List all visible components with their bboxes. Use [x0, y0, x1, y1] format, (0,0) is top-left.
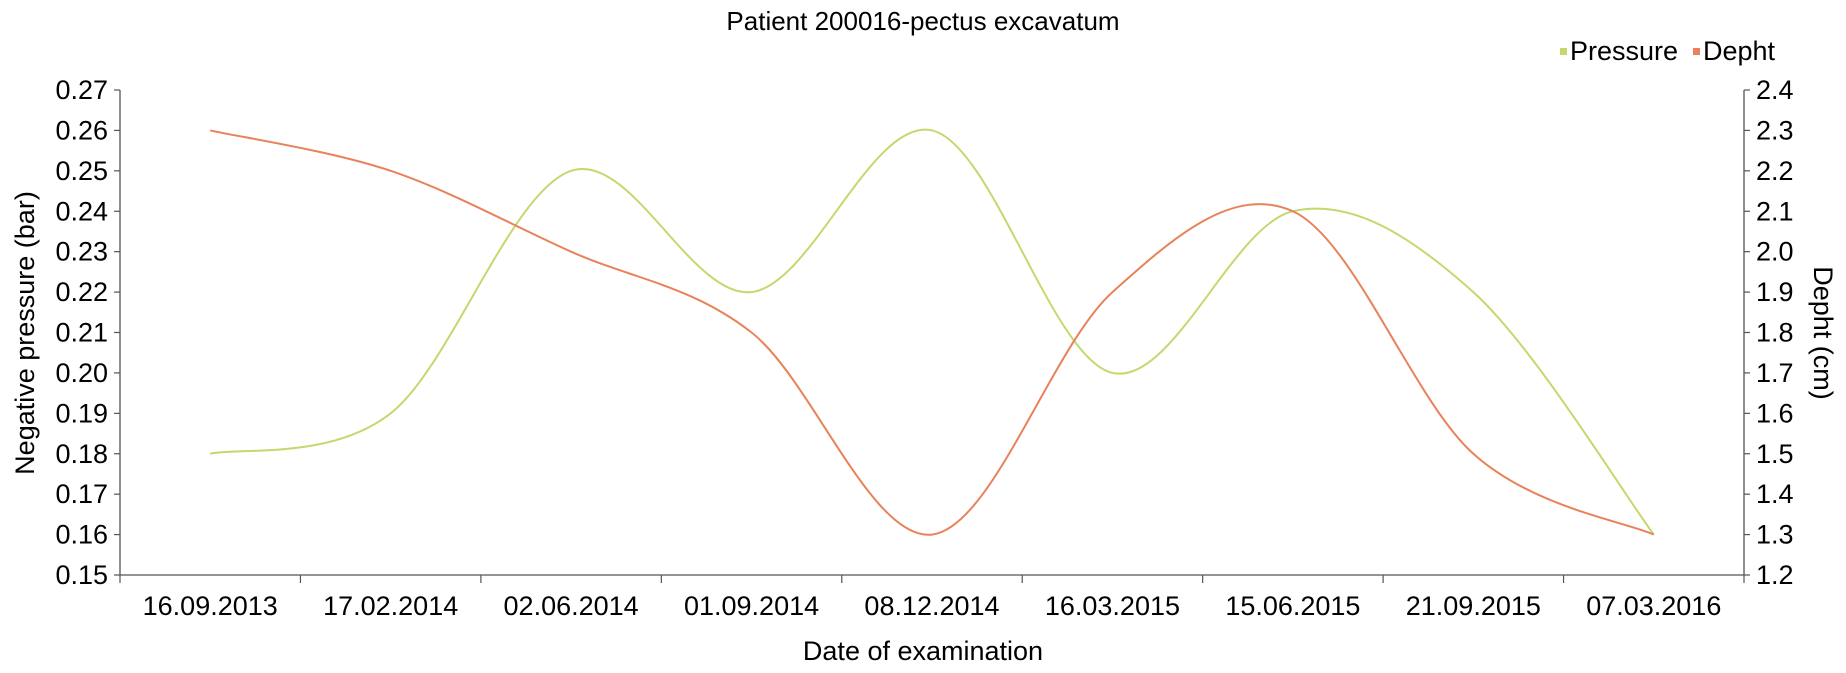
left-tick-label: 0.21	[55, 318, 108, 348]
x-tick-label: 21.09.2015	[1406, 591, 1541, 621]
chart-title: Patient 200016-pectus excavatum	[726, 6, 1119, 36]
left-axis-title: Negative pressure (bar)	[10, 191, 40, 475]
left-tick-label: 0.15	[55, 560, 108, 590]
legend-depht-swatch	[1693, 48, 1700, 55]
left-tick-label: 0.26	[55, 115, 108, 145]
left-axis-ticks: 0.15 0.16 0.17 0.18 0.19 0.20 0.21 0.22 0.23 0.24…	[55, 75, 120, 590]
x-tick-label: 16.09.2013	[143, 591, 278, 621]
right-tick-label: 1.3	[1756, 520, 1794, 550]
right-tick-label: 1.6	[1756, 398, 1794, 428]
left-tick-label: 0.17	[55, 479, 108, 509]
right-axis-ticks: 1.2 1.3 1.4 1.5 1.6 1.7 1.8 1.9 2.0 2.1 2.2 2.3 2.4	[1744, 75, 1794, 590]
left-tick-label: 0.23	[55, 237, 108, 267]
series	[210, 128, 1655, 536]
x-tick-label: 02.06.2014	[504, 591, 639, 621]
series-line-depht	[210, 129, 1655, 536]
left-tick-label: 0.16	[55, 520, 108, 550]
left-tick-label: 0.22	[55, 277, 108, 307]
left-tick-label: 0.25	[55, 156, 108, 186]
x-tick-label: 17.02.2014	[323, 591, 458, 621]
right-axis-title: Depht (cm)	[1808, 266, 1838, 400]
right-tick-label: 1.4	[1756, 479, 1794, 509]
x-axis-title: Date of examination	[803, 636, 1043, 666]
legend: Pressure Depht	[1560, 36, 1776, 66]
left-tick-label: 0.19	[55, 398, 108, 428]
right-tick-label: 2.1	[1756, 196, 1794, 226]
left-tick-label: 0.24	[55, 196, 108, 226]
right-tick-label: 1.9	[1756, 277, 1794, 307]
left-tick-label: 0.27	[55, 75, 108, 105]
right-tick-label: 2.3	[1756, 115, 1794, 145]
series-line-pressure	[210, 128, 1655, 536]
x-tick-label: 16.03.2015	[1045, 591, 1180, 621]
right-tick-label: 1.8	[1756, 318, 1794, 348]
x-tick-label: 08.12.2014	[864, 591, 999, 621]
right-tick-label: 2.2	[1756, 156, 1794, 186]
x-tick-label: 01.09.2014	[684, 591, 819, 621]
left-tick-label: 0.18	[55, 439, 108, 469]
right-tick-label: 1.7	[1756, 358, 1794, 388]
x-axis-ticks: 16.09.2013 17.02.2014 02.06.2014 01.09.2014…	[119, 575, 1745, 621]
legend-pressure-swatch	[1560, 48, 1567, 55]
x-tick-label: 15.06.2015	[1225, 591, 1360, 621]
legend-pressure-label: Pressure	[1570, 36, 1678, 66]
right-tick-label: 1.2	[1756, 560, 1794, 590]
right-tick-label: 2.4	[1756, 75, 1794, 105]
left-tick-label: 0.20	[55, 358, 108, 388]
x-tick-label: 07.03.2016	[1586, 591, 1721, 621]
legend-depht-label: Depht	[1703, 36, 1776, 66]
right-tick-label: 2.0	[1756, 237, 1794, 267]
right-tick-label: 1.5	[1756, 439, 1794, 469]
